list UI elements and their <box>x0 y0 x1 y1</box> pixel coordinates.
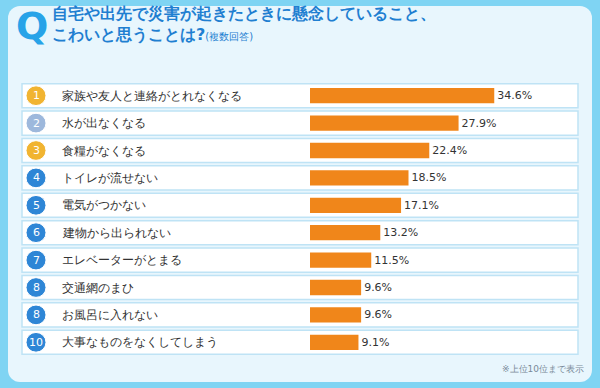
svg-text:34.6%: 34.6% <box>497 89 532 102</box>
svg-text:トイレが流せない: トイレが流せない <box>62 171 158 185</box>
svg-text:水が出なくなる: 水が出なくなる <box>62 116 146 130</box>
svg-text:大事なものをなくしてしまう: 大事なものをなくしてしまう <box>62 335 218 349</box>
svg-text:8: 8 <box>33 281 40 294</box>
svg-text:交通網のまひ: 交通網のまひ <box>62 281 134 295</box>
svg-text:9.6%: 9.6% <box>364 308 392 321</box>
svg-text:Q: Q <box>16 4 48 48</box>
svg-text:お風呂に入れない: お風呂に入れない <box>62 308 158 322</box>
svg-text:9.1%: 9.1% <box>361 336 389 349</box>
svg-text:6: 6 <box>33 226 40 239</box>
svg-text:エレベーターがとまる: エレベーターがとまる <box>62 253 182 267</box>
svg-text:27.9%: 27.9% <box>462 117 497 130</box>
svg-text:4: 4 <box>33 171 40 184</box>
svg-text:※上位10位まで表示: ※上位10位まで表示 <box>502 364 584 374</box>
svg-text:13.2%: 13.2% <box>383 226 418 239</box>
svg-text:食糧がなくなる: 食糧がなくなる <box>62 144 146 158</box>
svg-text:電気がつかない: 電気がつかない <box>62 198 146 212</box>
svg-text:22.4%: 22.4% <box>432 144 467 157</box>
svg-text:自宅や出先で災害が起きたときに懸念していること、こわいと思う: 自宅や出先で災害が起きたときに懸念していること、こわいと思うことは?(複数回答) <box>52 4 436 44</box>
svg-text:9.6%: 9.6% <box>364 281 392 294</box>
svg-text:1: 1 <box>33 89 40 102</box>
svg-text:家族や友人と連絡がとれなくなる: 家族や友人と連絡がとれなくなる <box>62 89 242 103</box>
svg-text:17.1%: 17.1% <box>404 199 439 212</box>
svg-text:11.5%: 11.5% <box>374 254 409 267</box>
svg-text:建物から出られない: 建物から出られない <box>62 226 171 240</box>
svg-text:3: 3 <box>33 144 40 157</box>
svg-text:2: 2 <box>33 117 40 130</box>
svg-text:5: 5 <box>33 199 40 212</box>
svg-text:10: 10 <box>29 336 43 349</box>
svg-text:7: 7 <box>33 254 40 267</box>
svg-text:18.5%: 18.5% <box>412 171 447 184</box>
svg-text:8: 8 <box>33 308 40 321</box>
